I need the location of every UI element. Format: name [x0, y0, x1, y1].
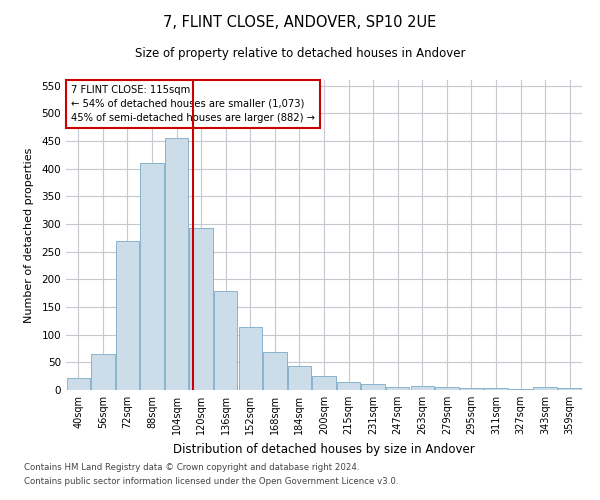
Bar	[460, 388, 483, 390]
Bar	[116, 240, 139, 390]
Bar	[533, 387, 557, 390]
Bar	[91, 354, 115, 390]
X-axis label: Distribution of detached houses by size in Andover: Distribution of detached houses by size …	[173, 442, 475, 456]
Bar	[410, 386, 434, 390]
Text: Contains HM Land Registry data © Crown copyright and database right 2024.: Contains HM Land Registry data © Crown c…	[24, 464, 359, 472]
Bar	[558, 388, 581, 390]
Bar	[509, 389, 532, 390]
Text: Contains public sector information licensed under the Open Government Licence v3: Contains public sector information licen…	[24, 477, 398, 486]
Bar	[435, 387, 458, 390]
Bar	[337, 382, 360, 390]
Bar	[140, 163, 164, 390]
Y-axis label: Number of detached properties: Number of detached properties	[25, 148, 34, 322]
Bar	[484, 388, 508, 390]
Bar	[214, 292, 238, 390]
Bar	[288, 366, 311, 390]
Bar	[165, 138, 188, 390]
Bar	[263, 352, 287, 390]
Text: Size of property relative to detached houses in Andover: Size of property relative to detached ho…	[135, 48, 465, 60]
Bar	[67, 378, 90, 390]
Text: 7, FLINT CLOSE, ANDOVER, SP10 2UE: 7, FLINT CLOSE, ANDOVER, SP10 2UE	[163, 15, 437, 30]
Bar	[190, 228, 213, 390]
Bar	[239, 328, 262, 390]
Bar	[386, 386, 409, 390]
Bar	[361, 384, 385, 390]
Text: 7 FLINT CLOSE: 115sqm
← 54% of detached houses are smaller (1,073)
45% of semi-d: 7 FLINT CLOSE: 115sqm ← 54% of detached …	[71, 84, 315, 122]
Bar	[313, 376, 335, 390]
